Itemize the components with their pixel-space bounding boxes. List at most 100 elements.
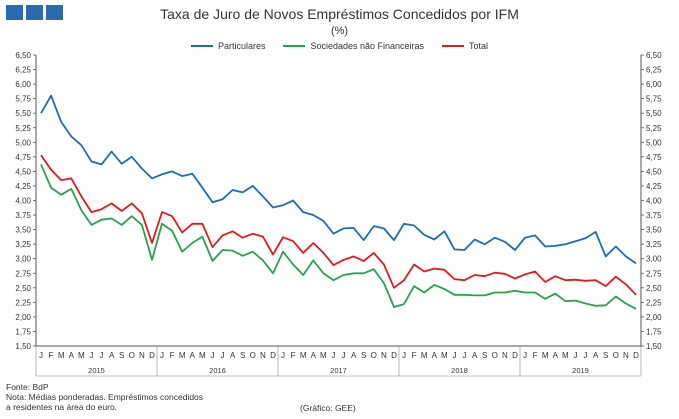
y-tick-label-left: 3,75 [15, 211, 31, 220]
y-tick-label-right: 3,00 [646, 255, 662, 264]
x-tick-label: M [441, 351, 448, 360]
legend-item-sociedades: Sociedades não Financeiras [283, 41, 424, 51]
y-tick-label-left: 2,50 [15, 284, 31, 293]
legend-swatch [190, 45, 213, 47]
y-tick-label-right: 3,75 [646, 211, 662, 220]
y-tick-label-right: 2,75 [646, 269, 662, 278]
series-line-0 [40, 94, 637, 265]
chart-subtitle: (%) [330, 25, 349, 37]
x-year-label: 2015 [88, 366, 105, 375]
chart-title: Taxa de Juro de Novos Empréstimos Conced… [160, 6, 519, 22]
y-tick-label-right: 3,25 [646, 240, 662, 249]
x-tick-label: O [613, 351, 619, 360]
x-tick-label: F [291, 351, 296, 360]
y-tick-label-right: 2,50 [646, 284, 662, 293]
legend-label: Sociedades não Financeiras [310, 41, 425, 51]
x-tick-label: A [109, 351, 115, 360]
x-tick-label: A [472, 351, 478, 360]
y-tick-label-left: 2,00 [15, 313, 31, 322]
x-tick-label: N [381, 351, 387, 360]
y-tick-label-right: 4,25 [646, 182, 662, 191]
y-tick-label-right: 4,00 [646, 197, 662, 206]
y-tick-label-right: 3,50 [646, 226, 662, 235]
x-tick-label: M [421, 351, 428, 360]
y-tick-label-right: 4,75 [646, 153, 662, 162]
y-tick-label-left: 6,00 [15, 80, 31, 89]
chart-legend: Particulares Sociedades não Financeiras … [0, 41, 679, 51]
y-tick-label-left: 6,50 [15, 51, 31, 60]
x-tick-label: A [593, 351, 599, 360]
x-tick-label: A [230, 351, 236, 360]
x-tick-label: F [412, 351, 417, 360]
x-tick-label: S [482, 351, 487, 360]
x-tick-label: F [170, 351, 175, 360]
y-tick-label-right: 6,50 [646, 51, 662, 60]
y-tick-label-left: 1,75 [15, 327, 31, 336]
x-tick-label: J [39, 351, 43, 360]
x-tick-label: D [512, 351, 518, 360]
y-tick-label-right: 5,75 [646, 95, 662, 104]
x-tick-label: J [221, 351, 225, 360]
x-tick-label: J [584, 351, 588, 360]
x-tick-label: D [391, 351, 397, 360]
x-tick-label: D [149, 351, 155, 360]
x-tick-label: N [139, 351, 145, 360]
x-tick-label: S [603, 351, 608, 360]
source-note: Fonte: BdP [6, 382, 49, 392]
x-tick-label: D [270, 351, 276, 360]
x-tick-label: N [502, 351, 508, 360]
y-tick-label-right: 1,75 [646, 327, 662, 336]
logo-block [46, 5, 63, 20]
series-line-2 [40, 154, 637, 296]
x-tick-label: F [49, 351, 54, 360]
x-tick-label: J [402, 351, 406, 360]
x-tick-label: M [58, 351, 65, 360]
x-year-label: 2019 [572, 366, 589, 375]
x-tick-label: O [371, 351, 377, 360]
x-tick-label: A [351, 351, 357, 360]
x-tick-label: S [119, 351, 124, 360]
y-tick-label-left: 6,25 [15, 66, 31, 75]
logo [6, 5, 63, 20]
method-note: Nota: Médias ponderadas. Empréstimos con… [6, 392, 204, 402]
x-year-label: 2016 [209, 366, 226, 375]
y-tick-label-left: 5,25 [15, 124, 31, 133]
y-tick-label-right: 1,50 [646, 342, 662, 351]
x-tick-label: A [190, 351, 196, 360]
x-tick-label: A [432, 351, 438, 360]
x-tick-label: A [311, 351, 317, 360]
series-line-1 [40, 164, 637, 310]
logo-block [6, 5, 23, 20]
x-tick-label: M [300, 351, 307, 360]
legend-item-total: Total [442, 41, 488, 51]
x-tick-label: A [69, 351, 75, 360]
x-tick-label: J [89, 351, 93, 360]
y-tick-label-left: 4,75 [15, 153, 31, 162]
x-tick-label: O [492, 351, 498, 360]
x-tick-label: O [250, 351, 256, 360]
y-tick-label-right: 5,25 [646, 124, 662, 133]
x-tick-label: M [78, 351, 85, 360]
y-tick-label-left: 3,25 [15, 240, 31, 249]
y-tick-label-left: 3,50 [15, 226, 31, 235]
y-tick-label-left: 2,25 [15, 298, 31, 307]
y-tick-label-left: 2,75 [15, 269, 31, 278]
y-tick-label-right: 6,00 [646, 80, 662, 89]
x-tick-label: F [533, 351, 538, 360]
logo-block [26, 5, 43, 20]
y-tick-label-left: 4,25 [15, 182, 31, 191]
y-tick-label-left: 5,75 [15, 95, 31, 104]
x-tick-label: J [160, 351, 164, 360]
x-tick-label: D [633, 351, 639, 360]
y-tick-label-left: 3,00 [15, 255, 31, 264]
x-tick-label: M [179, 351, 186, 360]
legend-swatch [283, 45, 306, 47]
y-tick-label-right: 5,00 [646, 138, 662, 147]
x-tick-label: O [129, 351, 135, 360]
y-tick-label-left: 4,00 [15, 197, 31, 206]
method-note-cont: a residentes na área do euro. [6, 402, 118, 412]
x-tick-label: J [523, 351, 527, 360]
y-tick-label-left: 5,00 [15, 138, 31, 147]
x-tick-label: J [210, 351, 214, 360]
